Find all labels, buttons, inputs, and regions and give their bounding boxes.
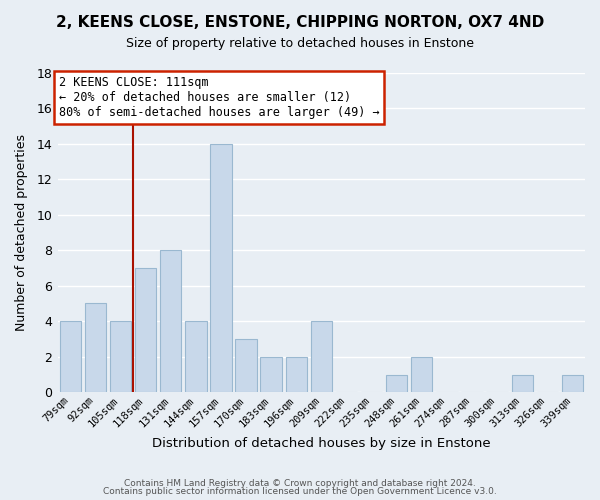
Bar [562,374,583,392]
Bar [185,321,206,392]
Bar [59,321,81,392]
Text: 2 KEENS CLOSE: 111sqm
← 20% of detached houses are smaller (12)
80% of semi-deta: 2 KEENS CLOSE: 111sqm ← 20% of detached … [59,76,380,119]
Text: 2, KEENS CLOSE, ENSTONE, CHIPPING NORTON, OX7 4ND: 2, KEENS CLOSE, ENSTONE, CHIPPING NORTON… [56,15,544,30]
Bar [135,268,157,392]
Bar [110,321,131,392]
Bar [411,357,433,392]
Bar [260,357,282,392]
Text: Contains HM Land Registry data © Crown copyright and database right 2024.: Contains HM Land Registry data © Crown c… [124,478,476,488]
Text: Contains public sector information licensed under the Open Government Licence v3: Contains public sector information licen… [103,487,497,496]
Text: Size of property relative to detached houses in Enstone: Size of property relative to detached ho… [126,38,474,51]
Bar [386,374,407,392]
Bar [512,374,533,392]
Bar [286,357,307,392]
Bar [235,339,257,392]
X-axis label: Distribution of detached houses by size in Enstone: Distribution of detached houses by size … [152,437,491,450]
Bar [210,144,232,392]
Y-axis label: Number of detached properties: Number of detached properties [15,134,28,331]
Bar [160,250,181,392]
Bar [311,321,332,392]
Bar [85,304,106,392]
